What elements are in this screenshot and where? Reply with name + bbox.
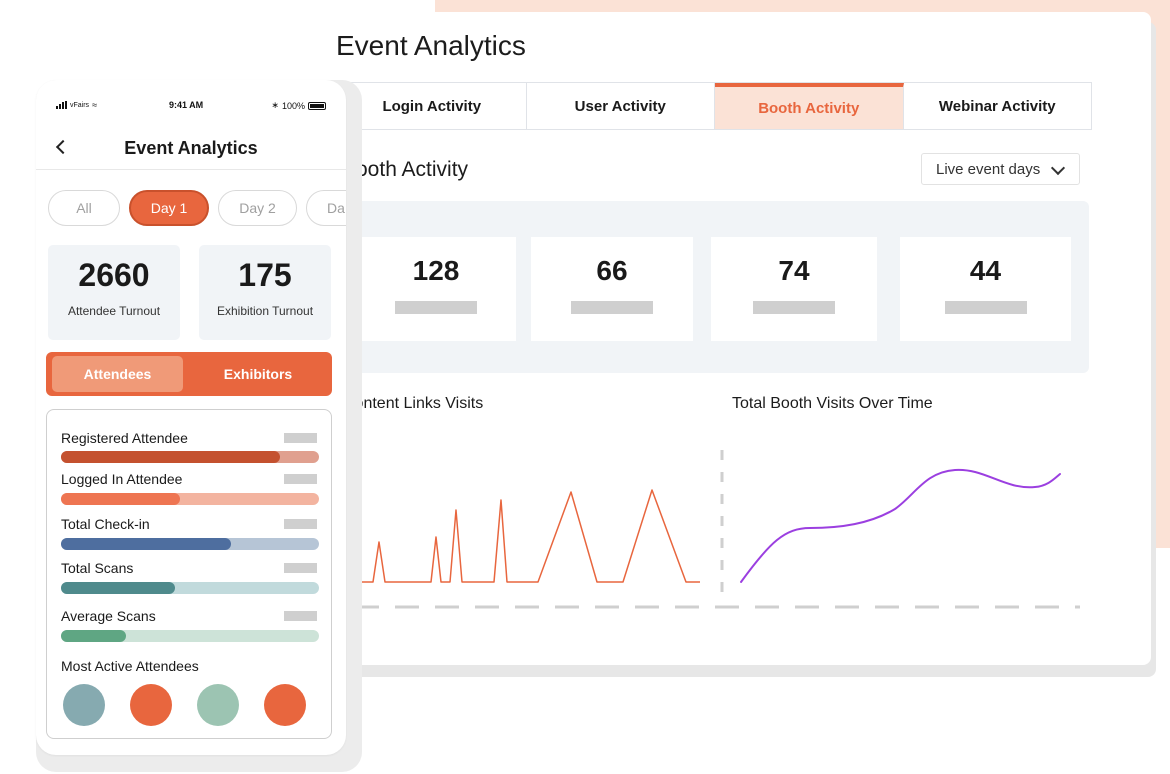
- progress-track: [61, 582, 319, 594]
- metric-row-logged-in: Logged In Attendee: [61, 471, 319, 505]
- content-links-chart-title: Content Links Visits: [343, 395, 484, 412]
- page-title: Event Analytics: [336, 30, 526, 61]
- stat-card: 66: [531, 237, 693, 341]
- stat-card: 44: [900, 237, 1071, 341]
- metric-row-registered: Registered Attendee: [61, 430, 319, 463]
- progress-track: [61, 493, 319, 505]
- progress-track: [61, 630, 319, 642]
- phone-header: Event Analytics: [36, 130, 346, 170]
- tab-bar: Login Activity User Activity Booth Activ…: [337, 82, 1092, 130]
- progress-fill: [61, 538, 232, 550]
- progress-fill: [61, 630, 126, 642]
- desktop-window: Event Analytics Login Activity User Acti…: [300, 12, 1151, 665]
- metric-value-placeholder: [284, 563, 317, 573]
- stat-card: 128: [356, 237, 516, 341]
- avatar[interactable]: [264, 684, 306, 726]
- status-left: vFairs ≈: [56, 100, 97, 110]
- progress-fill: [61, 582, 175, 594]
- phone-title: Event Analytics: [124, 138, 258, 158]
- filter-pill-day-2[interactable]: Day 2: [218, 190, 297, 226]
- filter-pill-day-3[interactable]: Da: [306, 190, 346, 226]
- stat-value: 44: [969, 255, 1002, 286]
- metric-label: Registered Attendee: [61, 430, 188, 446]
- kpi-card-exhibition-turnout: 175 Exhibition Turnout: [199, 245, 331, 340]
- progress-track: [61, 538, 319, 550]
- status-right: ∗ 100%: [271, 100, 326, 111]
- stat-label-placeholder: [753, 301, 835, 314]
- metric-value-placeholder: [284, 611, 317, 621]
- stat-label-placeholder: [395, 301, 477, 314]
- status-bar: vFairs ≈ 9:41 AM ∗ 100%: [36, 100, 346, 114]
- avatar[interactable]: [197, 684, 239, 726]
- tab-booth-activity[interactable]: Booth Activity: [715, 83, 904, 129]
- section-title: Booth Activity: [342, 158, 469, 181]
- metric-value-placeholder: [284, 433, 317, 443]
- metric-label: Average Scans: [61, 608, 156, 624]
- filter-pill-day-1[interactable]: Day 1: [129, 190, 209, 226]
- metrics-card: Registered Attendee Logged In Attendee T…: [46, 409, 332, 739]
- stat-card: 74: [711, 237, 877, 341]
- kpi-card-attendee-turnout: 2660 Attendee Turnout: [48, 245, 180, 340]
- avatar[interactable]: [130, 684, 172, 726]
- stat-value: 128: [412, 255, 460, 286]
- tab-webinar-activity[interactable]: Webinar Activity: [903, 83, 1091, 129]
- battery-label: 100%: [281, 100, 305, 111]
- metric-row-check-in: Total Check-in: [61, 516, 319, 550]
- tab-user-activity[interactable]: User Activity: [526, 83, 715, 129]
- filter-pill-all[interactable]: All: [48, 190, 120, 226]
- segment-attendees[interactable]: Attendees: [52, 356, 183, 392]
- segmented-control: Attendees Exhibitors: [46, 352, 332, 396]
- phone-screen: vFairs ≈ 9:41 AM ∗ 100% Event Analytics …: [36, 80, 346, 755]
- kpi-value: 175: [238, 257, 292, 293]
- dropdown-value: Live event days: [936, 160, 1041, 178]
- metric-value-placeholder: [284, 474, 317, 484]
- kpi-label: Attendee Turnout: [67, 304, 161, 318]
- carrier-label: vFairs: [70, 101, 90, 109]
- progress-track: [61, 451, 319, 463]
- metric-row-average-scans: Average Scans: [61, 608, 319, 642]
- event-days-dropdown[interactable]: Live event days: [921, 153, 1080, 185]
- booth-visits-chart-title: Total Booth Visits Over Time: [732, 395, 933, 412]
- most-active-title: Most Active Attendees: [61, 658, 199, 674]
- signal-icon: [56, 101, 67, 109]
- stat-label-placeholder: [944, 301, 1027, 314]
- battery-icon: [308, 101, 326, 110]
- metric-row-total-scans: Total Scans: [61, 560, 319, 594]
- progress-fill: [61, 451, 281, 463]
- stat-value: 74: [778, 255, 810, 286]
- bluetooth-icon: ∗: [271, 100, 279, 110]
- charts-canvas: [355, 450, 1080, 609]
- kpi-label: Exhibition Turnout: [216, 304, 314, 318]
- metric-label: Total Scans: [61, 560, 134, 576]
- metric-label: Total Check-in: [61, 516, 150, 532]
- metric-value-placeholder: [284, 519, 317, 529]
- segment-exhibitors[interactable]: Exhibitors: [223, 366, 293, 382]
- stat-label-placeholder: [571, 301, 653, 314]
- stat-value: 66: [596, 255, 628, 286]
- tab-login-activity[interactable]: Login Activity: [338, 83, 527, 129]
- kpi-value: 2660: [78, 257, 150, 293]
- stats-panel: 128 66 74 44: [340, 201, 1089, 373]
- wifi-icon: ≈: [92, 100, 98, 110]
- avatar[interactable]: [63, 684, 105, 726]
- content-links-line: [357, 489, 700, 583]
- status-time: 9:41 AM: [169, 100, 204, 110]
- progress-fill: [61, 493, 180, 505]
- metric-label: Logged In Attendee: [61, 471, 183, 487]
- booth-visits-line: [740, 468, 1061, 583]
